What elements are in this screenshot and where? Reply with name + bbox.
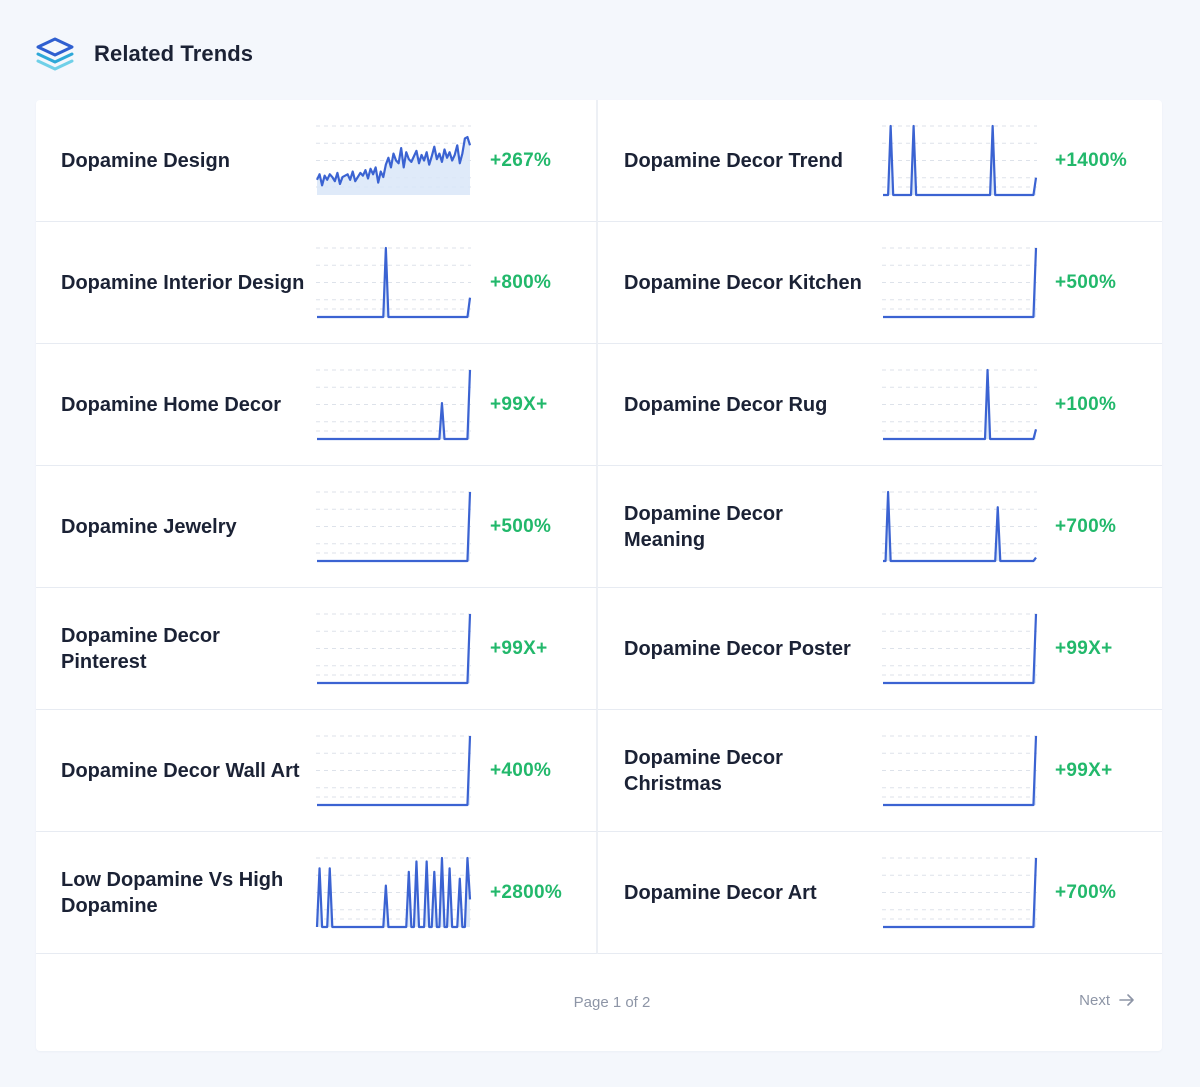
- growth-percentage: +500%: [490, 515, 552, 537]
- sparkline-line: [317, 246, 472, 319]
- trend-name: Dopamine Decor Kitchen: [624, 271, 862, 294]
- section-header: Related Trends: [34, 36, 253, 72]
- trend-row[interactable]: Dopamine Jewelry +500%: [36, 466, 598, 588]
- trends-card: Dopamine Design +267% Dopamine Decor Trend…: [36, 100, 1162, 1051]
- trend-name: Dopamine Jewelry: [61, 515, 237, 538]
- trend-row[interactable]: Dopamine Decor Christmas +99X+: [598, 710, 1162, 832]
- trend-row[interactable]: Dopamine Decor Art +700%: [598, 832, 1162, 954]
- trend-name: Dopamine Decor Trend: [624, 149, 843, 172]
- trend-name: Dopamine Decor Wall Art: [61, 759, 300, 782]
- growth-percentage: +99X+: [490, 393, 548, 415]
- trend-name: Dopamine Interior Design: [61, 271, 305, 294]
- sparkline-chart: [316, 246, 472, 319]
- sparkline-chart: [882, 124, 1038, 197]
- trend-name: Dopamine Home Decor: [61, 393, 282, 416]
- sparkline-chart: [882, 490, 1037, 563]
- trend-row[interactable]: Dopamine Decor Meaning +700%: [598, 466, 1162, 588]
- sparkline-line: [883, 247, 1038, 319]
- sparkline-chart: [316, 613, 472, 685]
- growth-percentage: +99X+: [490, 637, 548, 659]
- page-indicator: Page 1 of 2: [573, 994, 651, 1011]
- sparkline-line: [317, 369, 472, 441]
- sparkline-chart: [316, 491, 472, 563]
- page-title: Related Trends: [94, 41, 254, 66]
- sparkline-chart: [882, 857, 1038, 929]
- sparkline-line: [316, 135, 472, 187]
- sparkline-line: [883, 857, 1038, 929]
- layers-icon: [36, 37, 74, 71]
- sparkline-line: [883, 124, 1038, 197]
- sparkline-line: [883, 368, 1038, 441]
- trend-row[interactable]: Dopamine Decor Pinterest +99X+: [36, 588, 598, 710]
- sparkline-chart: [316, 369, 472, 441]
- trend-row[interactable]: Low Dopamine Vs High Dopamine +2800%: [36, 832, 598, 954]
- next-label: Next: [1079, 991, 1110, 1009]
- next-button[interactable]: Next: [1079, 991, 1136, 1009]
- growth-percentage: +500%: [1055, 271, 1117, 293]
- sparkline-chart: [316, 735, 472, 807]
- growth-percentage: +1400%: [1055, 149, 1128, 171]
- trends-grid: Dopamine Design +267% Dopamine Decor Trend…: [36, 100, 1162, 955]
- trend-name: Dopamine Design: [61, 149, 230, 172]
- growth-percentage: +700%: [1055, 881, 1117, 903]
- sparkline-chart: [882, 368, 1038, 441]
- trend-row[interactable]: Dopamine Decor Wall Art +400%: [36, 710, 598, 832]
- trend-row[interactable]: Dopamine Decor Kitchen +500%: [598, 222, 1162, 344]
- trend-name: Dopamine Decor Rug: [624, 393, 828, 416]
- arrow-right-icon: [1119, 994, 1134, 1006]
- growth-percentage: +700%: [1055, 515, 1117, 537]
- growth-percentage: +99X+: [1055, 637, 1113, 659]
- sparkline-line: [883, 613, 1038, 685]
- sparkline-line: [883, 490, 1037, 563]
- trend-row[interactable]: Dopamine Decor Poster +99X+: [598, 588, 1162, 710]
- sparkline-line: [317, 735, 472, 807]
- sparkline-line: [883, 735, 1038, 807]
- growth-percentage: +400%: [490, 759, 552, 781]
- trend-name: Dopamine Decor Christmas: [624, 746, 783, 795]
- sparkline-chart: [882, 613, 1038, 685]
- sparkline-line: [317, 491, 472, 563]
- sparkline-line: [317, 613, 472, 685]
- sparkline-line: [315, 856, 472, 929]
- growth-percentage: +2800%: [490, 881, 563, 903]
- trend-row[interactable]: Dopamine Decor Rug +100%: [598, 344, 1162, 466]
- pagination: Page 1 of 2 Next: [36, 955, 1162, 1051]
- trend-row[interactable]: Dopamine Home Decor +99X+: [36, 344, 598, 466]
- trend-name: Dopamine Decor Meaning: [624, 502, 783, 551]
- growth-percentage: +800%: [490, 271, 552, 293]
- trend-row[interactable]: Dopamine Decor Trend +1400%: [598, 100, 1162, 222]
- sparkline-chart: [882, 247, 1038, 319]
- growth-percentage: +267%: [490, 149, 552, 171]
- growth-percentage: +100%: [1055, 393, 1117, 415]
- trend-name: Dopamine Decor Art: [624, 881, 817, 904]
- trend-row[interactable]: Dopamine Design +267%: [36, 100, 598, 222]
- sparkline-chart: [316, 125, 472, 195]
- trend-name: Dopamine Decor Pinterest: [61, 624, 220, 673]
- sparkline-area: [317, 137, 470, 195]
- growth-percentage: +99X+: [1055, 759, 1113, 781]
- sparkline-chart: [315, 856, 472, 929]
- trend-row[interactable]: Dopamine Interior Design +800%: [36, 222, 598, 344]
- trend-name: Dopamine Decor Poster: [624, 637, 851, 660]
- sparkline-chart: [882, 735, 1038, 807]
- sparkline-area: [883, 126, 1036, 195]
- trend-name: Low Dopamine Vs High Dopamine: [61, 868, 284, 917]
